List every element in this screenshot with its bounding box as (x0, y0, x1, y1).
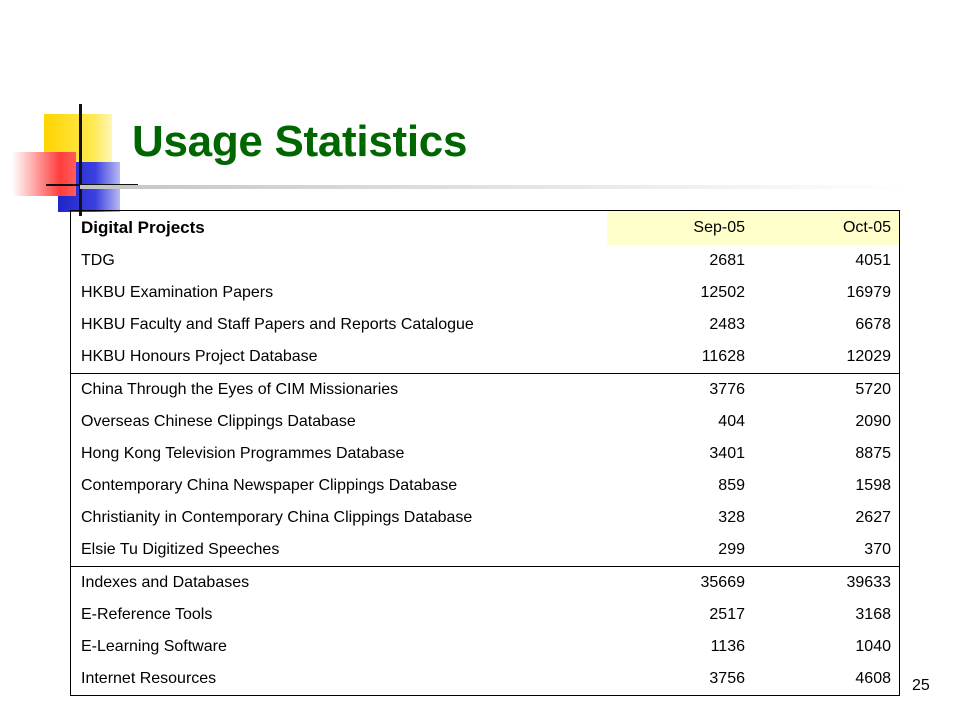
table-row: E-Reference Tools 2517 3168 (71, 599, 900, 631)
red-square-shape (12, 152, 76, 196)
project-name-cell: E-Reference Tools (81, 606, 213, 623)
oct-05-value-cell: 370 (864, 541, 891, 558)
project-name-cell: Hong Kong Television Programmes Database (81, 445, 405, 462)
sep-05-value-cell: 35669 (607, 566, 753, 599)
project-name-cell: Indexes and Databases (70, 566, 607, 599)
oct-05-value-cell: 3168 (855, 606, 891, 623)
project-name-cell: HKBU Honours Project Database (81, 348, 318, 365)
oct-05-value-cell: 5720 (753, 373, 900, 406)
sep-05-value-cell: 2483 (709, 316, 745, 333)
table-body: TDG 2681 4051 HKBU Examination Papers 12502 1… (70, 245, 900, 696)
title-underline (80, 185, 910, 189)
sep-05-value-cell: 2681 (709, 252, 745, 269)
table-row: Internet Resources 3756 4608 (71, 663, 900, 696)
vertical-rule-line (79, 104, 82, 216)
table-header-row: Digital Projects Sep-05 Oct-05 (71, 210, 900, 245)
oct-05-value-cell: 4608 (855, 670, 891, 687)
project-name-cell: Internet Resources (81, 670, 217, 687)
sep-05-value-cell: 12502 (700, 284, 746, 301)
sep-05-value-cell: 404 (718, 413, 745, 430)
slide-title: Usage Statistics (132, 117, 468, 166)
table-row: Elsie Tu Digitized Speeches 299 370 (71, 534, 900, 567)
project-name-cell: Contemporary China Newspaper Clippings D… (81, 477, 458, 494)
oct-05-value-cell: 39633 (753, 566, 900, 599)
page-number: 25 (912, 677, 930, 694)
project-name-cell: E-Learning Software (81, 638, 227, 655)
corner-decoration (0, 0, 140, 230)
project-name-cell: Overseas Chinese Clippings Database (81, 413, 356, 430)
sep-05-value-cell: 1136 (710, 638, 745, 655)
sep-05-value-cell: 2517 (709, 606, 745, 623)
oct-05-value-cell: 4051 (855, 252, 891, 269)
table-row: HKBU Examination Papers 12502 16979 (71, 277, 900, 309)
column-header-digital-projects: Digital Projects (81, 218, 205, 237)
column-header-oct-05: Oct-05 (753, 210, 900, 245)
table-row: Indexes and Databases 35669 39633 (70, 566, 900, 599)
table-row: China Through the Eyes of CIM Missionari… (70, 373, 900, 406)
project-name-cell: Elsie Tu Digitized Speeches (81, 541, 280, 558)
project-name-cell: TDG (81, 252, 115, 269)
project-name-cell: HKBU Faculty and Staff Papers and Report… (81, 316, 474, 333)
oct-05-value-cell: 12029 (846, 348, 892, 365)
sep-05-value-cell: 3776 (607, 373, 753, 406)
sep-05-value-cell: 3401 (709, 445, 745, 462)
oct-05-value-cell: 1040 (855, 638, 891, 655)
project-name-cell: HKBU Examination Papers (81, 284, 274, 301)
sep-05-value-cell: 299 (718, 541, 745, 558)
project-name-cell: Christianity in Contemporary China Clipp… (81, 509, 473, 526)
table-row: Christianity in Contemporary China Clipp… (71, 502, 900, 534)
table-row: Hong Kong Television Programmes Database… (71, 438, 900, 470)
project-name-cell: China Through the Eyes of CIM Missionari… (70, 373, 607, 406)
table-row: Overseas Chinese Clippings Database 404 20… (71, 406, 900, 438)
sep-05-value-cell: 11628 (701, 348, 745, 365)
table-row: TDG 2681 4051 (71, 245, 900, 277)
table-row: Contemporary China Newspaper Clippings D… (71, 470, 900, 502)
oct-05-value-cell: 2090 (855, 413, 891, 430)
column-header-sep-05: Sep-05 (607, 210, 753, 245)
table-row: HKBU Honours Project Database 11628 12029 (71, 341, 900, 374)
table-row: E-Learning Software 1136 1040 (71, 631, 900, 663)
oct-05-value-cell: 2627 (855, 509, 891, 526)
table-row: HKBU Faculty and Staff Papers and Report… (71, 309, 900, 341)
oct-05-value-cell: 16979 (846, 284, 892, 301)
oct-05-value-cell: 6678 (855, 316, 891, 333)
oct-05-value-cell: 1598 (855, 477, 891, 494)
sep-05-value-cell: 859 (718, 477, 745, 494)
oct-05-value-cell: 8875 (855, 445, 891, 462)
usage-statistics-table: Digital Projects Sep-05 Oct-05 TDG 2681 40… (70, 210, 900, 696)
sep-05-value-cell: 3756 (709, 670, 745, 687)
sep-05-value-cell: 328 (718, 509, 745, 526)
